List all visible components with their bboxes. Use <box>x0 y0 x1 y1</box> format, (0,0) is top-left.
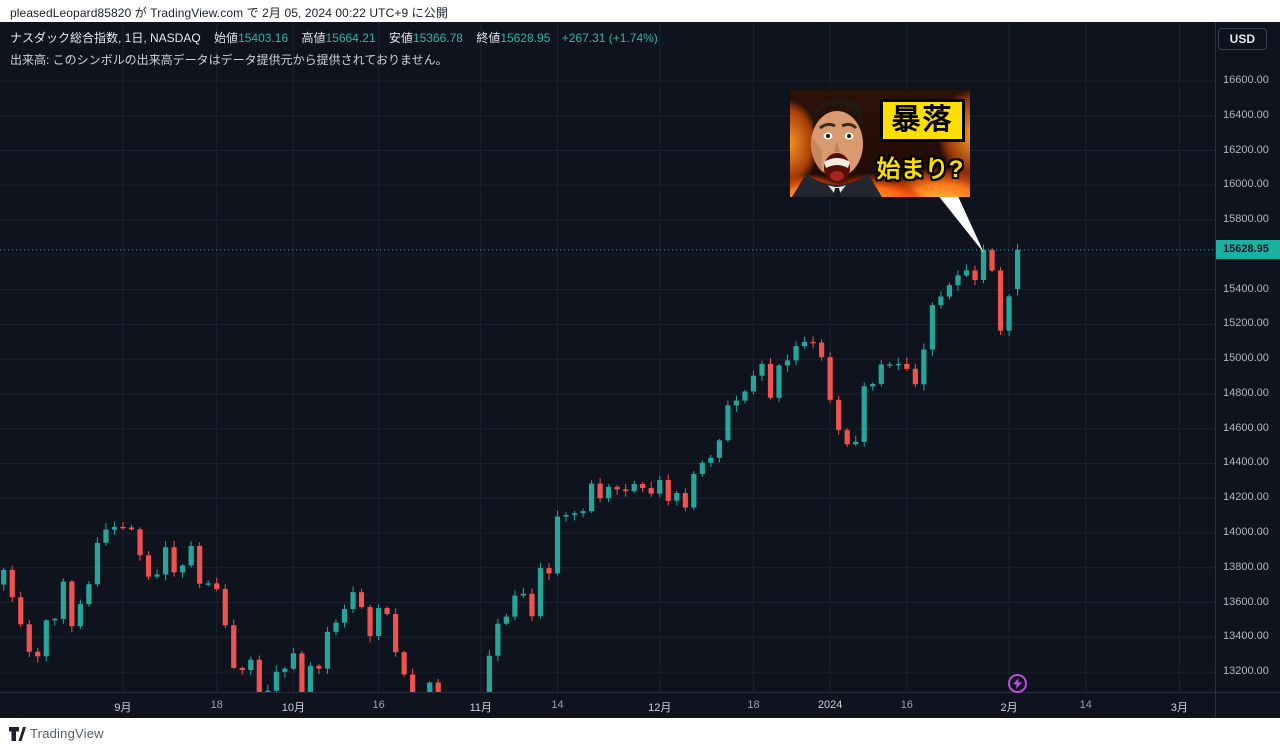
currency-button[interactable]: USD <box>1217 28 1267 50</box>
price-axis-separator <box>1215 22 1216 718</box>
time-axis[interactable]: 9月 18 10月 16 11月 14 12月 18 2024 16 2月 14 3月 <box>0 693 1215 718</box>
callout-image: 暴落 始まり? <box>790 90 970 197</box>
high-value: 15664.21 <box>325 31 376 45</box>
price-tick: 16000.00 <box>1223 178 1269 191</box>
time-tick: 14 <box>551 699 564 711</box>
price-tick: 13800.00 <box>1223 560 1269 573</box>
low-value: 15366.78 <box>412 31 463 45</box>
price-tick: 13600.00 <box>1223 595 1269 608</box>
time-tick: 18 <box>210 699 223 711</box>
time-tick: 10月 <box>281 702 305 714</box>
symbol-title: ナスダック総合指数, 1日, NASDAQ <box>10 31 201 45</box>
price-tick: 14400.00 <box>1223 456 1269 469</box>
price-tick: 15200.00 <box>1223 317 1269 330</box>
price-tick: 15400.00 <box>1223 282 1269 295</box>
open-value: 15403.16 <box>238 31 289 45</box>
time-tick: 9月 <box>114 702 132 714</box>
price-tick: 16400.00 <box>1223 108 1269 121</box>
last-price-label: 15628.95 <box>1216 240 1280 260</box>
chart-canvas[interactable] <box>0 22 1215 692</box>
time-tick: 12月 <box>648 702 672 714</box>
high-label: 高値 <box>301 31 326 45</box>
tradingview-logo-icon[interactable] <box>9 726 26 742</box>
crash-label: 暴落 <box>891 104 954 136</box>
time-tick: 16 <box>372 699 385 711</box>
time-tick: 11月 <box>469 702 493 714</box>
price-tick: 14600.00 <box>1223 421 1269 434</box>
close-value: 15628.95 <box>500 31 551 45</box>
lightning-icon <box>1013 678 1022 689</box>
time-tick: 2月 <box>1000 702 1018 714</box>
legend-row-ohlc: ナスダック総合指数, 1日, NASDAQ 始値15403.16 高値15664… <box>10 29 658 46</box>
open-label: 始値 <box>214 31 239 45</box>
publish-text: pleasedLeopard85820 が TradingView.com で … <box>10 6 448 20</box>
price-tick: 15000.00 <box>1223 352 1269 365</box>
close-label: 終値 <box>476 31 501 45</box>
chart-legend: ナスダック総合指数, 1日, NASDAQ 始値15403.16 高値15664… <box>10 29 658 68</box>
idea-marker-button[interactable] <box>1008 674 1027 693</box>
price-tick: 13200.00 <box>1223 665 1269 678</box>
time-tick: 18 <box>747 699 760 711</box>
crash-label-box: 暴落 <box>880 99 965 142</box>
shocked-man-illustration <box>792 98 882 197</box>
price-tick: 16600.00 <box>1223 74 1269 86</box>
price-tick: 16200.00 <box>1223 143 1269 156</box>
price-axis[interactable]: 15628.95 16600.00 16400.00 16200.00 16000.0… <box>1216 22 1280 692</box>
volume-notice: 出来高: このシンボルの出来高データはデータ提供元から提供されておりません。 <box>10 53 448 67</box>
time-tick: 3月 <box>1170 702 1189 714</box>
time-tick: 14 <box>1079 699 1092 711</box>
time-tick: 16 <box>900 699 913 711</box>
time-axis-separator <box>0 692 1280 693</box>
price-tick: 14000.00 <box>1223 526 1269 538</box>
price-tick: 14800.00 <box>1223 386 1269 399</box>
footer-bar: TradingView <box>0 718 1280 749</box>
crash-sublabel: 始まり? <box>876 156 964 183</box>
time-tick: 2024 <box>817 699 843 711</box>
price-tick: 15800.00 <box>1223 213 1269 226</box>
chart-frame: ナスダック総合指数, 1日, NASDAQ 始値15403.16 高値15664… <box>0 22 1280 718</box>
price-tick: 14200.00 <box>1223 491 1269 504</box>
price-tick: 13400.00 <box>1223 630 1269 643</box>
change-value: +267.31 (+1.74%) <box>561 31 658 45</box>
publish-bar: pleasedLeopard85820 が TradingView.com で … <box>0 0 1280 22</box>
low-label: 安値 <box>388 31 413 45</box>
callout-tail <box>937 194 984 253</box>
tradingview-logo-text[interactable]: TradingView <box>30 726 104 741</box>
